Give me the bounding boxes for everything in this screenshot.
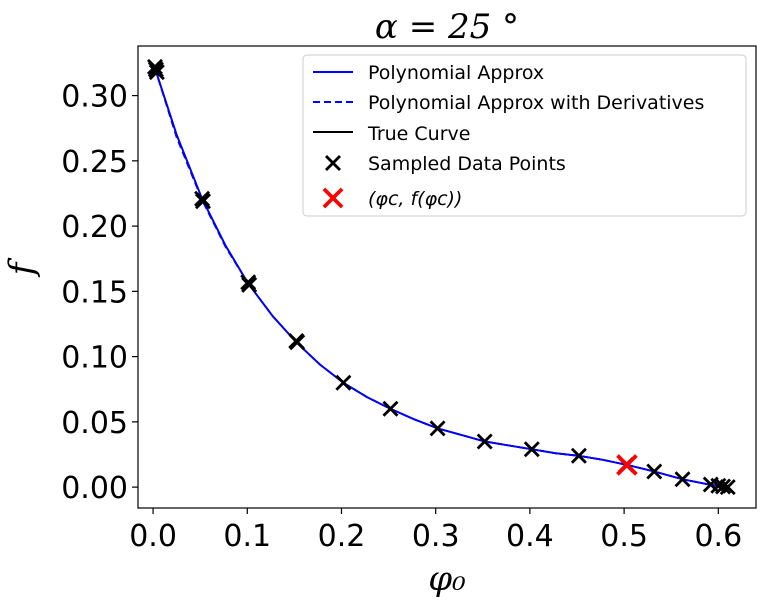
x-tick-label: 0.3: [412, 519, 460, 554]
legend-marker-sampled-points: [325, 155, 341, 171]
sampled-data-point: [646, 463, 663, 480]
legend-label-polynomial-approx: Polynomial Approx: [368, 62, 544, 84]
plot-frame: [137, 45, 757, 509]
y-tick-label: 0.10: [61, 341, 128, 376]
legend-box: [302, 54, 747, 217]
critical-point-marker: [616, 454, 638, 476]
sampled-data-point: [382, 400, 399, 417]
legend: Polynomial Approx Polynomial Approx with…: [302, 54, 747, 217]
chart-title: α = 25 °: [375, 7, 519, 47]
sampled-data-point: [241, 276, 258, 293]
sampled-data-point: [476, 433, 493, 450]
plot-area: [146, 58, 736, 496]
y-tick-label: 0.00: [61, 471, 128, 506]
sampled-data-point: [715, 478, 732, 495]
sampled-data-point: [719, 479, 736, 496]
sampled-data-point: [570, 447, 587, 464]
y-tick-label: 0.15: [61, 275, 128, 310]
x-tick-label: 0.6: [694, 519, 742, 554]
sampled-data-point: [195, 193, 211, 210]
x-tick-label: 0.5: [600, 519, 648, 554]
axis-ticks: 0.0 0.1 0.2 0.3 0.4 0.5 0.6 0.00 0.05 0.10 0.15 0.2…: [61, 80, 742, 554]
legend-label-true-curve: True Curve: [367, 123, 470, 145]
y-tick-label: 0.05: [61, 406, 128, 441]
x-tick-label: 0.1: [223, 519, 271, 554]
sampled-data-point: [289, 334, 306, 351]
sampled-data-point: [523, 441, 540, 458]
sampled-data-point: [429, 420, 446, 437]
legend-label-critical-point: (φc, f(φc)): [368, 188, 462, 210]
y-axis-title: f: [2, 257, 42, 278]
sampled-data-point: [674, 471, 691, 488]
legend-label-sampled-points: Sampled Data Points: [368, 153, 566, 175]
y-tick-label: 0.30: [61, 80, 128, 115]
x-tick-label: 0.4: [506, 519, 554, 554]
legend-marker-critical-point: [322, 187, 344, 209]
sampled-data-point: [148, 64, 165, 81]
y-tick-label: 0.25: [61, 145, 128, 180]
x-tick-label: 0.2: [318, 519, 366, 554]
y-tick-label: 0.20: [61, 210, 128, 245]
x-axis-title: φ₀: [428, 559, 466, 599]
sampled-data-point: [335, 374, 352, 391]
x-tick-label: 0.0: [129, 519, 177, 554]
legend-label-polynomial-approx-derivatives: Polynomial Approx with Derivatives: [368, 92, 704, 114]
